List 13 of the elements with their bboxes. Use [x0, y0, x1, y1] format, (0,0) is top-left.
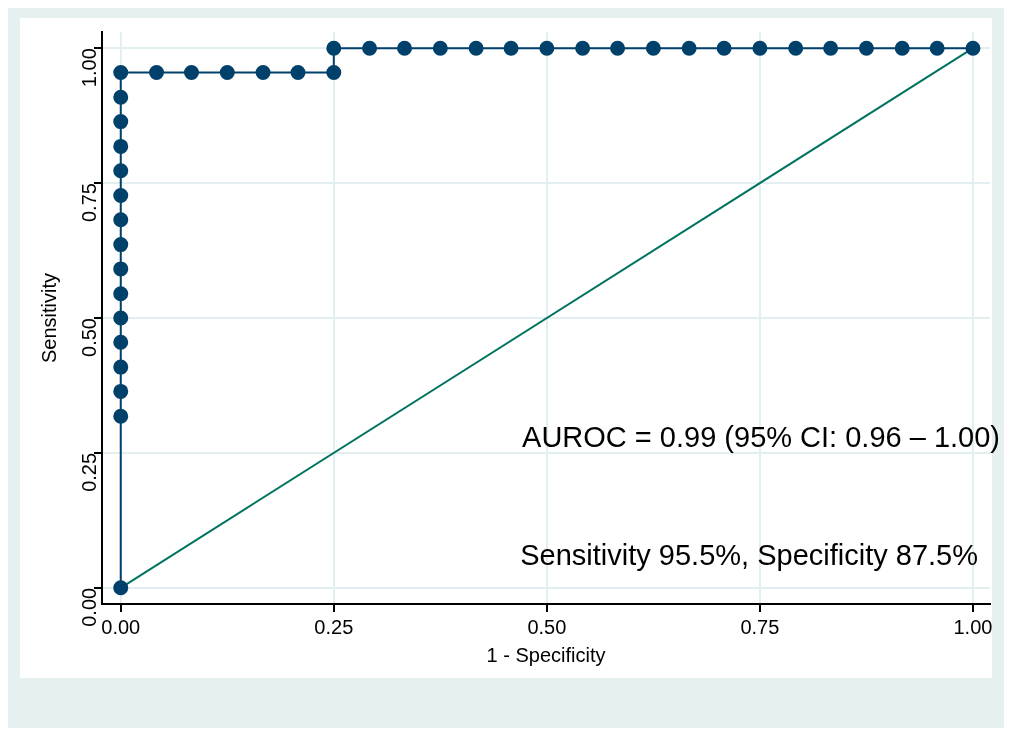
- x-tick-label: 1.00: [953, 615, 993, 638]
- y-tick-label: 0.25: [77, 452, 100, 492]
- annotation: AUROC = 0.99 (95% CI: 0.96 – 1.00): [522, 421, 1000, 453]
- x-tick-label: 0.00: [101, 615, 141, 638]
- y-tick-label: 0.50: [77, 318, 100, 357]
- y-axis-title: Sensitivity: [37, 272, 60, 364]
- x-axis-title: 1 - Specificity: [486, 643, 606, 666]
- x-tick-label: 0.75: [740, 615, 780, 638]
- y-tick-label: 1.00: [77, 48, 100, 88]
- annotation: Sensitivity 95.5%, Specificity 87.5%: [520, 539, 978, 571]
- x-tick-label: 0.25: [314, 615, 354, 638]
- y-tick-label: 0.75: [77, 183, 100, 223]
- x-tick-label: 0.50: [527, 615, 567, 638]
